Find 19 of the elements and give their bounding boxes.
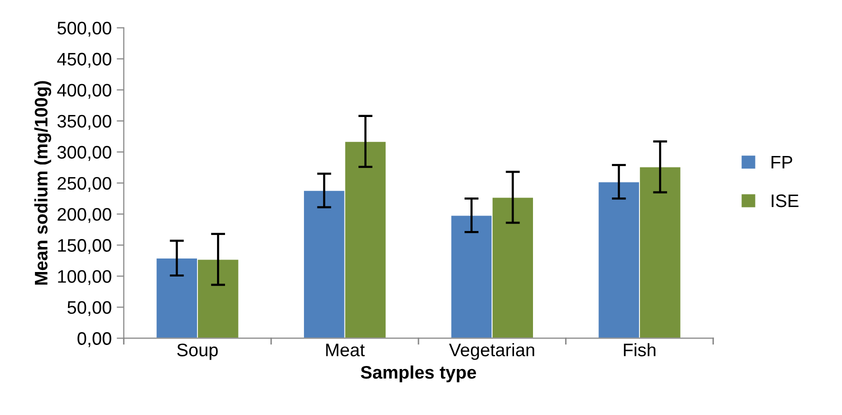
y-tick-label: 200,00 <box>58 208 112 223</box>
x-tick-label: Soup <box>177 344 218 360</box>
y-tick-label: 0,00 <box>78 332 112 348</box>
y-tick-label: 350,00 <box>57 114 112 130</box>
y-tick-label: 100,00 <box>58 270 112 285</box>
x-axis-title: Samples type <box>360 365 476 382</box>
y-tick-label: 400,00 <box>57 84 112 99</box>
x-tick-label: Meat <box>326 344 365 356</box>
y-tick-label: 300,00 <box>57 146 112 161</box>
x-tick-label: Vegetarian <box>449 343 534 360</box>
y-tick-label: 250,00 <box>58 176 112 192</box>
y-tick-label: 50,00 <box>68 301 112 316</box>
y-tick-label: 450,00 <box>57 52 112 68</box>
y-axis-title: Mean sodium (mg/100g) <box>34 81 52 285</box>
y-tick-label: 500,00 <box>57 22 112 37</box>
y-tick-label: 150,00 <box>58 239 112 254</box>
x-tick-label: Fish <box>624 343 656 356</box>
legend-label: ISE <box>772 194 798 208</box>
legend-label: FP <box>772 156 792 168</box>
